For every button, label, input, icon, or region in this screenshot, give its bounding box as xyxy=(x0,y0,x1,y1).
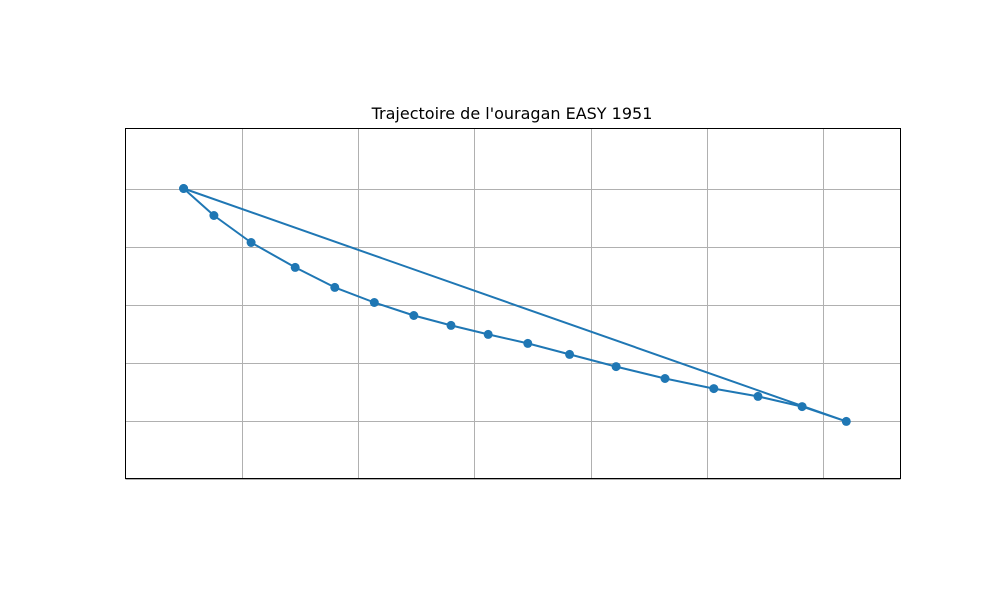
data-point-16 xyxy=(841,416,851,426)
data-point-1 xyxy=(209,211,219,220)
data-point-14 xyxy=(753,391,763,401)
y-gridlines xyxy=(125,189,901,480)
data-point-11 xyxy=(611,362,621,372)
data-point-8 xyxy=(483,329,493,339)
x-gridlines xyxy=(242,128,824,479)
data-point-15 xyxy=(797,402,807,412)
data-point-5 xyxy=(369,298,379,307)
chart-title: Trajectoire de l'ouragan EASY 1951 xyxy=(371,104,653,123)
data-point-13 xyxy=(709,384,719,394)
data-point-10 xyxy=(565,349,575,359)
data-point-6 xyxy=(409,311,419,320)
data-point-2 xyxy=(246,238,256,247)
data-point-17 xyxy=(179,184,189,193)
data-point-7 xyxy=(446,320,456,330)
data-point-4 xyxy=(330,282,340,292)
plot-frame xyxy=(125,128,901,479)
data-point-12 xyxy=(660,374,670,383)
data-point-9 xyxy=(523,338,533,348)
series-layer xyxy=(179,184,851,426)
series-line-0 xyxy=(182,187,848,423)
data-point-3 xyxy=(290,262,300,272)
